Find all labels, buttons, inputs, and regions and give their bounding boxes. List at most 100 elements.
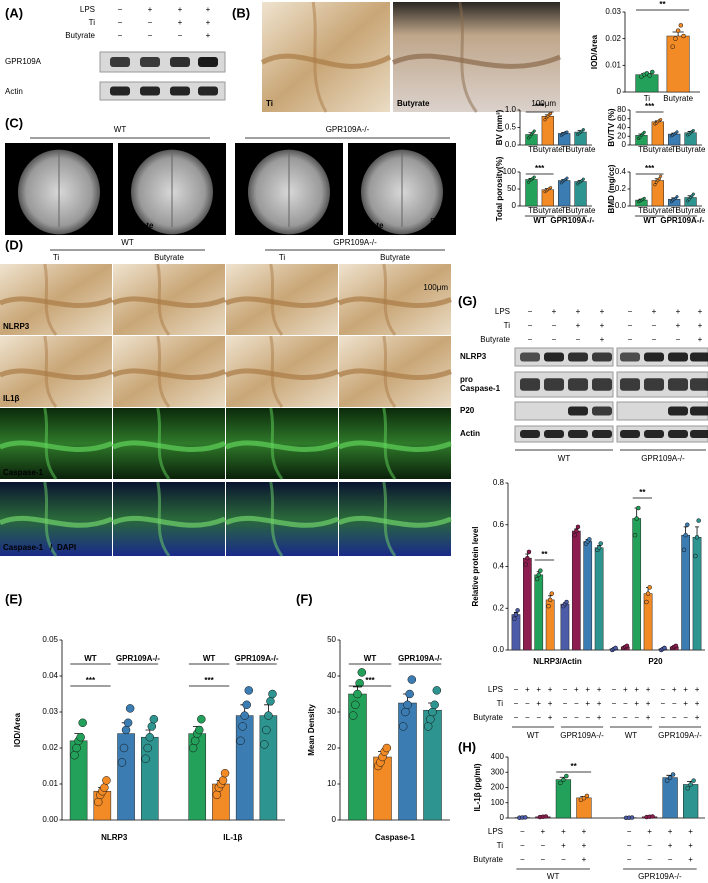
data-point (403, 700, 412, 710)
group-label: GPR109A-/- (641, 454, 685, 463)
x-tick-label: Ti (638, 145, 645, 154)
row-label: Caspase-1 (3, 543, 44, 552)
data-point (587, 537, 592, 542)
x-tick-label: Ti (671, 145, 678, 154)
data-point (242, 700, 251, 710)
x-tick-label: Ti (644, 94, 651, 103)
annotation: ** (571, 762, 578, 771)
treatment-sign: + (688, 855, 693, 864)
data-point (353, 689, 362, 699)
tissue-band (43, 335, 58, 408)
annotation: *** (204, 676, 214, 685)
tissue-band (382, 335, 397, 408)
data-point (70, 750, 79, 760)
band (620, 430, 640, 438)
treatment-sign: + (683, 685, 688, 694)
data-point (694, 535, 700, 540)
tissue-band (269, 335, 284, 408)
bar (558, 180, 571, 207)
data-point (675, 28, 681, 33)
treatment-sign: + (646, 713, 651, 722)
data-point (549, 186, 553, 190)
bar (525, 179, 538, 207)
y-axis-label: Total porosity(%) (495, 156, 504, 221)
data-point (405, 689, 414, 699)
treatment-sign: + (688, 841, 693, 850)
x-tick-label: Butyrate (533, 145, 563, 154)
data-point (675, 195, 679, 199)
group-label: NLRP3 (101, 833, 128, 842)
y-tick-label: 0 (622, 140, 627, 149)
tissue-band (0, 515, 113, 528)
y-tick-label: 0.03 (605, 7, 621, 16)
treatment-sign: − (178, 31, 183, 40)
treatment-sign: + (676, 321, 681, 330)
treatment-label: Butyrate (473, 855, 503, 864)
data-point (673, 36, 678, 41)
data-point (691, 778, 696, 783)
treatment-sign: − (525, 699, 530, 708)
data-point (266, 696, 275, 706)
treatment-sign: − (514, 699, 519, 708)
treatment-sign: + (585, 699, 590, 708)
x-tick-label: Ti (528, 145, 535, 154)
tissue-band (311, 1, 328, 113)
treatment-sign: − (612, 685, 617, 694)
data-point (584, 793, 590, 799)
data-point (659, 118, 663, 122)
treatment-sign: + (561, 827, 566, 836)
tissue-band (269, 481, 284, 557)
treatment-sign: − (541, 855, 546, 864)
panel-label: (E) (5, 591, 22, 606)
data-point (195, 725, 204, 735)
data-point (534, 576, 540, 582)
tissue-band (338, 296, 452, 309)
treatment-sign: − (612, 699, 617, 708)
bar (583, 541, 593, 651)
group-label: Caspase-1 (375, 833, 416, 842)
y-tick-label: 0.8 (493, 478, 505, 487)
data-point (546, 603, 551, 609)
group-label: GPR109A-/- (638, 872, 682, 881)
band (668, 430, 688, 438)
data-point (632, 532, 638, 538)
data-point (119, 743, 129, 753)
x-tick-label: Ti (638, 206, 645, 215)
data-point (558, 780, 563, 786)
y-tick-label: 400 (491, 752, 505, 761)
treatment-label: Butyrate (480, 335, 510, 344)
y-tick-label: 10 (327, 779, 336, 788)
treatment-sign: + (688, 827, 693, 836)
band (592, 430, 612, 438)
x-tick-label: Butyrate (533, 206, 563, 215)
data-point (188, 743, 198, 753)
treatment-sign: − (627, 827, 632, 836)
group-label: WT (121, 238, 134, 247)
row-label: Caspase-1 (3, 468, 44, 477)
data-point (143, 743, 152, 753)
data-point (673, 643, 679, 649)
tissue-band (382, 263, 397, 336)
tissue-band (260, 53, 392, 69)
data-point (348, 711, 358, 720)
row-label: IL1β (3, 394, 20, 403)
treatment-sign: + (525, 685, 530, 694)
data-point (513, 612, 519, 617)
treatment-sign: + (552, 307, 557, 316)
treatment-sign: + (676, 307, 681, 316)
treatment-sign: − (148, 18, 153, 27)
treatment-sign: + (148, 5, 153, 14)
tissue-band (156, 335, 171, 408)
treatment-sign: − (628, 335, 633, 344)
tissue-band (225, 296, 339, 309)
y-tick-label: 0.6 (493, 520, 505, 529)
y-tick-label: 0.0 (505, 140, 517, 149)
treatment-sign: + (646, 685, 651, 694)
y-axis-label: BV/TV (%) (607, 108, 616, 147)
treatment-sign: − (528, 307, 533, 316)
band (568, 406, 588, 416)
data-point (240, 711, 249, 720)
treatment-sign: + (585, 685, 590, 694)
group-label: WT (527, 731, 540, 740)
tissue-band (224, 515, 339, 528)
